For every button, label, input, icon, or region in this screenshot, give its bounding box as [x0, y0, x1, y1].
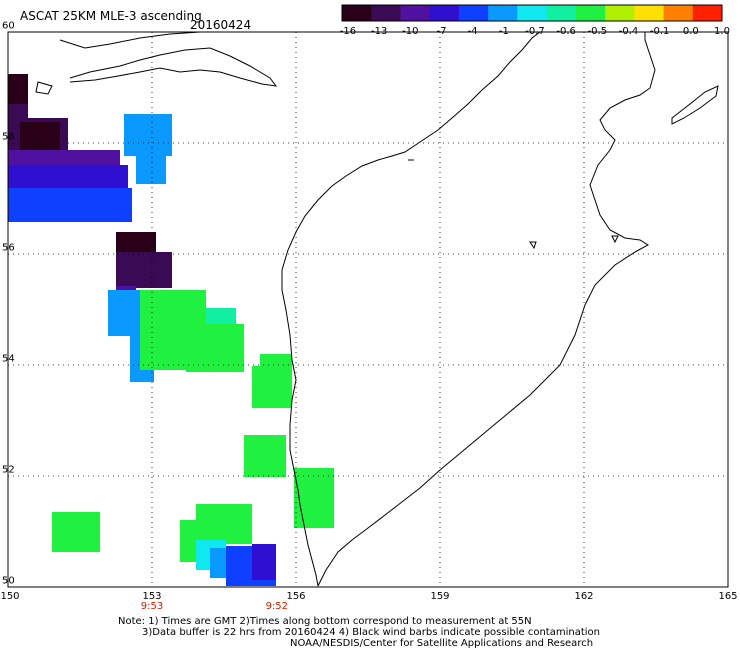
colorbar-segment — [458, 5, 489, 21]
note-line-2: 3)Data buffer is 22 hrs from 20160424 4)… — [142, 627, 600, 638]
data-cell — [8, 74, 28, 104]
coastline-kamchatka — [281, 31, 541, 587]
colorbar-segment — [400, 5, 431, 21]
data-cell — [20, 122, 60, 150]
data-cell — [252, 366, 292, 408]
coastline-small — [35, 81, 619, 250]
map-date: 20160424 — [190, 18, 252, 32]
colorbar-segment — [605, 5, 635, 21]
lon-tick-label: 153 — [142, 591, 162, 602]
lat-lon-grid — [7, 31, 729, 588]
data-cell — [210, 548, 230, 578]
data-cell — [186, 324, 244, 372]
data-cell — [294, 468, 334, 528]
lon-tick-label: 150 — [0, 591, 20, 602]
lat-tick-label: 56 — [2, 242, 15, 254]
coastline-magadan — [59, 31, 278, 87]
colorbar-segment — [371, 5, 401, 21]
data-cell — [116, 232, 156, 254]
map-frame — [7, 31, 729, 588]
colorbar-border — [341, 4, 723, 22]
lat-tick-label: 58 — [2, 131, 15, 143]
data-cell — [252, 544, 276, 580]
lon-tick-label: 156 — [286, 591, 306, 602]
data-cell — [52, 512, 100, 552]
lat-tick-label: 50 — [2, 575, 15, 587]
colorbar-segment — [517, 5, 548, 21]
colorbar-segment — [342, 5, 372, 21]
colorbar-segment — [546, 5, 577, 21]
lon-tick-label: 165 — [718, 591, 738, 602]
coastline-kamchatka-east — [317, 32, 656, 587]
colorbar-segment — [488, 5, 518, 21]
data-cell — [244, 435, 286, 477]
lat-tick-label: 60 — [2, 20, 15, 32]
data-cell — [116, 252, 172, 288]
lon-tick-label: 162 — [574, 591, 594, 602]
data-cells — [8, 74, 334, 586]
colorbar-segment — [429, 5, 460, 21]
pass-time-label: 9:52 — [265, 601, 289, 612]
lon-tick-label: 159 — [430, 591, 450, 602]
data-cell — [196, 504, 252, 544]
map-title: ASCAT 25KM MLE-3 ascending — [20, 9, 202, 23]
colorbar-segment — [692, 5, 723, 21]
colorbar-segment — [634, 5, 665, 21]
colorbar-segment — [663, 5, 694, 21]
note-line-3: NOAA/NESDIS/Center for Satellite Applica… — [290, 638, 594, 649]
data-cell — [70, 188, 130, 222]
data-cell — [8, 165, 128, 189]
coastline-island — [671, 85, 719, 125]
data-cell — [124, 114, 172, 156]
note-line-1: Note: 1) Times are GMT 2)Times along bot… — [118, 616, 532, 627]
data-cell — [136, 156, 166, 184]
data-cell — [8, 104, 28, 118]
lat-tick-label: 54 — [2, 353, 15, 365]
colorbar-segment — [575, 5, 606, 21]
colorbar — [341, 4, 723, 22]
lat-tick-label: 52 — [2, 464, 15, 476]
pass-time-label: 9:53 — [140, 601, 164, 612]
